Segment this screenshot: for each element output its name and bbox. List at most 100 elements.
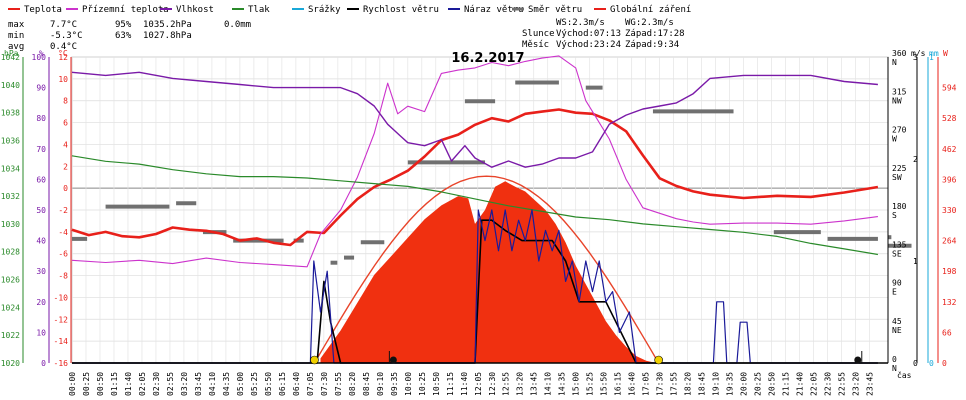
radiation-tick-396: 396 (942, 175, 957, 184)
pressure-tick-1038: 1038 (1, 109, 20, 118)
x-tick-label-12: 05:00 (236, 372, 245, 396)
chart-title: 16.2.2017 (451, 51, 524, 66)
radiation-tick-330: 330 (942, 206, 957, 215)
radiation-tick-198: 198 (942, 267, 957, 276)
direction-tick-315: 315 (892, 87, 907, 96)
x-tick-label-42: 17:30 (656, 372, 665, 396)
x-tick-label-11: 04:35 (222, 372, 231, 396)
x-tick-label-21: 08:45 (362, 372, 371, 396)
humidity-tick-100: 100 (32, 53, 47, 62)
astro-sun-label: Slunce (522, 29, 555, 39)
direction-tick-90: 90 (892, 279, 902, 288)
stats-max-label: max (8, 20, 25, 30)
stats-rain: 0.0mm (224, 20, 251, 30)
x-tick-label-19: 07:55 (334, 372, 343, 396)
temperature-tick--14: -14 (54, 337, 69, 346)
direction-tick-360: 360 (892, 49, 907, 58)
direction-label-90: E (892, 288, 897, 297)
astro-moon-label: Měsíc (522, 40, 549, 50)
temperature-tick-0: 0 (63, 184, 68, 193)
direction-tick-180: 180 (892, 202, 907, 211)
x-tick-label-3: 01:15 (110, 372, 119, 396)
radiation-layer (313, 175, 660, 364)
pressure-tick-1036: 1036 (1, 136, 20, 145)
pressure-tick-1040: 1040 (1, 81, 20, 90)
series-layer (71, 55, 912, 364)
humidity-tick-30: 30 (36, 267, 46, 276)
x-tick-label-35: 14:35 (558, 372, 567, 396)
sunrise-marker (310, 355, 319, 365)
radiation-area (320, 181, 657, 363)
direction-tick-45: 45 (892, 317, 902, 326)
wind-axis-unit: m/s (911, 49, 926, 58)
rain-tick-0: 0 (929, 359, 934, 368)
sun-moon-markers (310, 351, 863, 365)
x-tick-label-32: 13:20 (516, 372, 525, 396)
direction-tick-0: 0 (892, 355, 897, 364)
temperature-tick-10: 10 (58, 75, 68, 84)
x-tick-label-29: 12:05 (474, 372, 483, 396)
x-tick-label-2: 00:50 (96, 372, 105, 396)
axes-layer: 00:00 00:25 00:50 01:15 01:40 02:05 02:30 02:55… (1, 49, 957, 396)
radiation-tick-0: 0 (942, 359, 947, 368)
humidity-axis-unit: % (39, 49, 44, 58)
pressure-tick-1030: 1030 (1, 220, 20, 229)
x-tick-label-17: 07:05 (306, 372, 315, 396)
pressure-tick-1028: 1028 (1, 248, 20, 257)
moonrise-marker (854, 356, 862, 364)
legend-label-5: Rychlost větru (363, 5, 439, 15)
x-tick-label-15: 06:15 (278, 372, 287, 396)
temperature-tick-8: 8 (63, 97, 68, 106)
pressure-tick-1026: 1026 (1, 276, 20, 285)
humidity-tick-20: 20 (36, 298, 46, 307)
stats-avg-label: avg (8, 42, 24, 52)
x-tick-label-22: 09:10 (376, 372, 385, 396)
wind-tick-3: 3 (913, 53, 918, 62)
x-tick-label-51: 21:15 (782, 372, 791, 396)
series-line-0 (71, 108, 879, 247)
sunset-marker (654, 355, 663, 365)
x-tick-label-52: 21:40 (796, 372, 805, 396)
temperature-tick--16: -16 (54, 359, 69, 368)
temperature-tick-2: 2 (63, 162, 68, 171)
stats-min-temp: -5.3°C (50, 31, 83, 41)
pressure-tick-1024: 1024 (1, 303, 20, 312)
stats-avg-temp: 0.4°C (50, 42, 77, 52)
x-tick-label-43: 17:55 (670, 372, 679, 396)
direction-label-360: N (892, 58, 897, 67)
radiation-theoretical-curve (313, 175, 660, 364)
series-line-1 (71, 55, 878, 268)
x-tick-label-55: 22:55 (838, 372, 847, 396)
legend-label-3: Tlak (248, 5, 270, 15)
x-tick-label-33: 13:45 (530, 372, 539, 396)
stats-min-label: min (8, 31, 24, 41)
legend-label-7: Směr větru (528, 5, 582, 15)
stats-min-humidity: 63% (115, 31, 132, 41)
series-line-2 (71, 71, 878, 168)
x-tick-label-47: 19:35 (726, 372, 735, 396)
x-tick-label-6: 02:30 (152, 372, 161, 396)
wind-tick-1: 1 (913, 257, 918, 266)
x-tick-label-49: 20:25 (754, 372, 763, 396)
direction-label-315: NW (892, 96, 902, 105)
x-tick-label-27: 11:15 (446, 372, 455, 396)
radiation-axis-unit: W (943, 49, 948, 58)
temperature-axis-unit: °C (58, 49, 68, 58)
x-tick-label-41: 17:05 (642, 372, 651, 396)
stats-block: max 7.7°C 95% 1035.2hPa 0.0mm min -5.3°C… (8, 20, 251, 52)
direction-label-270: W (892, 135, 897, 144)
x-tick-label-53: 22:05 (810, 372, 819, 396)
direction-tick-270: 270 (892, 126, 907, 135)
stats-max-temp: 7.7°C (50, 20, 77, 30)
x-tick-label-7: 02:55 (166, 372, 175, 396)
stats-max-humidity: 95% (115, 20, 132, 30)
moonset-marker (389, 356, 397, 364)
pressure-tick-1022: 1022 (1, 331, 20, 340)
astro-moon-rise: Východ:23:24 (556, 40, 621, 50)
pressure-axis-unit: hPa (4, 49, 19, 58)
stats-min-pressure: 1027.8hPa (143, 31, 192, 41)
x-axis-unit: čas (897, 370, 912, 380)
astro-wg: WG:2.3m/s (625, 18, 674, 28)
x-tick-label-10: 04:10 (208, 372, 217, 396)
